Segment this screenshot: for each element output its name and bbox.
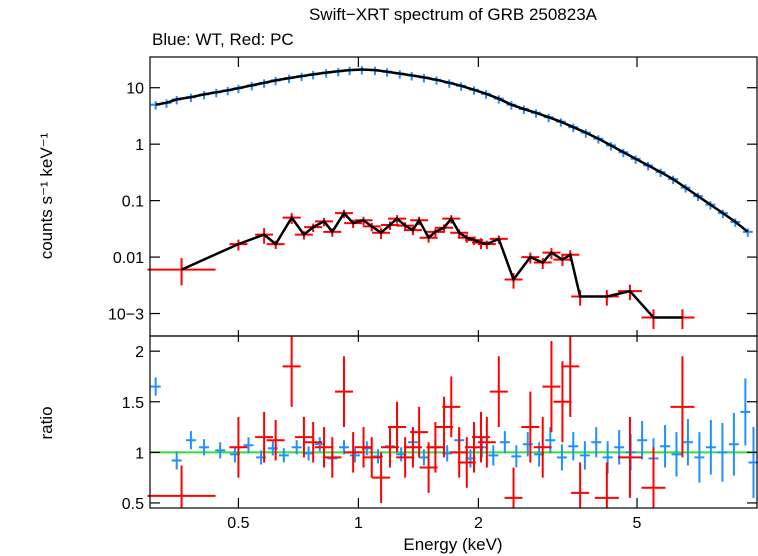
ratio-point-wt-14 bbox=[338, 440, 349, 455]
ratio-point-wt-49 bbox=[740, 378, 751, 446]
ratio-point-wt-44 bbox=[682, 418, 693, 466]
lower-ytick-label-3: 2 bbox=[135, 344, 144, 361]
ratio-point-pc-6 bbox=[304, 422, 323, 463]
xtick-label-2: 2 bbox=[474, 515, 483, 532]
ratio-point-pc-5 bbox=[294, 416, 313, 458]
chart-subtitle: Blue: WT, Red: PC bbox=[152, 30, 294, 49]
ratio-point-wt-28 bbox=[499, 431, 510, 454]
ratio-point-pc-24 bbox=[457, 437, 476, 488]
ratio-point-wt-11 bbox=[303, 446, 314, 461]
model-line-wt bbox=[155, 68, 749, 233]
upper-ytick-label-0: 10 bbox=[126, 81, 144, 98]
ratio-point-pc-22 bbox=[442, 376, 461, 438]
ratio-point-pc-0 bbox=[147, 465, 216, 508]
ratio-point-wt-29 bbox=[511, 445, 522, 468]
ratio-point-wt-21 bbox=[418, 449, 429, 466]
ratio-point-wt-10 bbox=[291, 440, 302, 455]
ratio-point-pc-10 bbox=[344, 432, 363, 473]
data-point-pc-0 bbox=[147, 258, 216, 286]
ratio-point-wt-0 bbox=[150, 377, 161, 396]
ratio-point-pc-39 bbox=[670, 356, 695, 458]
xtick-label-1: 1 bbox=[354, 515, 363, 532]
ratio-point-wt-3 bbox=[199, 439, 210, 456]
lower-panel-frame bbox=[149, 335, 758, 509]
ratio-point-wt-46 bbox=[705, 419, 716, 475]
ratio-point-wt-36 bbox=[591, 427, 602, 458]
chart-title: Swift−XRT spectrum of GRB 250823A bbox=[309, 5, 598, 24]
ratio-point-pc-30 bbox=[521, 391, 540, 463]
ratio-point-wt-4 bbox=[215, 442, 226, 459]
xtick-label-0: 0.5 bbox=[227, 515, 249, 532]
lower-panel-marks bbox=[147, 336, 758, 508]
ratio-point-pc-27 bbox=[477, 416, 496, 468]
lower-y-ticks: 0.5 1 1.5 2 bbox=[122, 344, 757, 513]
ratio-point-pc-33 bbox=[553, 361, 572, 443]
ratio-point-pc-29 bbox=[504, 467, 523, 508]
upper-panel-marks bbox=[147, 66, 753, 330]
ratio-point-pc-15 bbox=[388, 401, 407, 453]
ratio-point-wt-2 bbox=[185, 431, 196, 450]
data-point-wt-0 bbox=[150, 101, 161, 110]
upper-y-axis-label: counts s⁻¹ keV⁻¹ bbox=[37, 132, 56, 259]
ratio-point-wt-38 bbox=[614, 430, 625, 465]
upper-ytick-label-3: 0.01 bbox=[113, 250, 144, 267]
ratio-point-wt-33 bbox=[556, 444, 567, 471]
ratio-point-wt-40 bbox=[637, 420, 648, 460]
ratio-point-pc-2 bbox=[255, 411, 274, 463]
ratio-point-wt-48 bbox=[728, 412, 739, 476]
lower-y-axis-label: ratio bbox=[37, 406, 56, 439]
ratio-point-wt-47 bbox=[717, 423, 728, 482]
ratio-point-wt-34 bbox=[568, 432, 579, 461]
data-point-pc-36 bbox=[594, 290, 619, 306]
xtick-label-3: 5 bbox=[633, 515, 642, 532]
ratio-point-wt-43 bbox=[671, 432, 682, 477]
upper-y-ticks: 10 1 0.1 0.01 10−3 bbox=[108, 81, 757, 324]
ratio-point-wt-15 bbox=[349, 448, 360, 463]
ratio-point-pc-31 bbox=[533, 416, 552, 478]
upper-ytick-label-1: 1 bbox=[135, 137, 144, 154]
ratio-point-pc-4 bbox=[282, 336, 301, 407]
ratio-point-wt-45 bbox=[694, 432, 705, 483]
ratio-point-pc-28 bbox=[489, 356, 508, 428]
x-ticks: 0.5 1 2 5 bbox=[227, 57, 642, 532]
ratio-point-pc-35 bbox=[571, 462, 590, 508]
ratio-point-pc-1 bbox=[229, 416, 248, 478]
ratio-point-pc-18 bbox=[410, 406, 429, 458]
ratio-point-pc-20 bbox=[426, 422, 445, 473]
ratio-point-pc-3 bbox=[266, 419, 285, 461]
ratio-point-pc-9 bbox=[334, 356, 353, 428]
data-point-pc-39 bbox=[670, 309, 695, 330]
ratio-point-pc-34 bbox=[561, 336, 580, 417]
ratio-point-pc-12 bbox=[362, 437, 381, 478]
ratio-point-pc-7 bbox=[315, 427, 334, 468]
ratio-point-pc-16 bbox=[396, 437, 415, 478]
upper-panel-frame bbox=[149, 56, 758, 337]
ratio-point-pc-37 bbox=[617, 416, 642, 498]
ratio-point-pc-14 bbox=[380, 427, 399, 468]
ratio-point-pc-13 bbox=[372, 452, 391, 503]
ratio-point-pc-8 bbox=[323, 437, 342, 478]
ratio-point-pc-11 bbox=[354, 427, 373, 468]
ratio-point-pc-38 bbox=[641, 447, 666, 508]
upper-ytick-label-4: 10−3 bbox=[108, 307, 144, 324]
ratio-point-pc-32 bbox=[542, 341, 561, 433]
ratio-point-wt-42 bbox=[660, 425, 671, 468]
ratio-point-wt-6 bbox=[243, 437, 254, 454]
ratio-point-wt-1 bbox=[171, 451, 182, 470]
lower-ytick-label-1: 1 bbox=[135, 445, 144, 462]
ratio-point-pc-36 bbox=[594, 462, 619, 508]
lower-ytick-label-0: 0.5 bbox=[122, 496, 144, 513]
ratio-point-wt-27 bbox=[488, 445, 499, 466]
ratio-point-wt-35 bbox=[579, 441, 590, 470]
model-line-pc bbox=[181, 211, 683, 319]
x-axis-label: Energy (keV) bbox=[403, 535, 502, 554]
ratio-point-wt-9 bbox=[278, 448, 289, 463]
ratio-point-wt-32 bbox=[545, 427, 556, 454]
data-point-pc-38 bbox=[641, 309, 666, 330]
ratio-point-pc-23 bbox=[450, 427, 469, 478]
lower-ytick-label-2: 1.5 bbox=[122, 395, 144, 412]
upper-ytick-label-2: 0.1 bbox=[122, 194, 144, 211]
